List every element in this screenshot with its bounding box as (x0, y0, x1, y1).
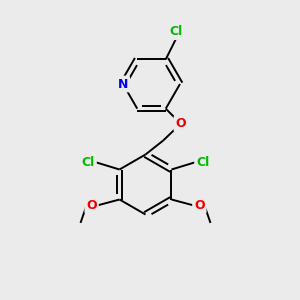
Text: Cl: Cl (169, 25, 183, 38)
Text: O: O (194, 199, 205, 212)
Text: Cl: Cl (82, 155, 95, 169)
Text: O: O (86, 199, 97, 212)
Text: O: O (176, 117, 186, 130)
Text: Cl: Cl (196, 155, 209, 169)
Text: N: N (118, 77, 128, 91)
